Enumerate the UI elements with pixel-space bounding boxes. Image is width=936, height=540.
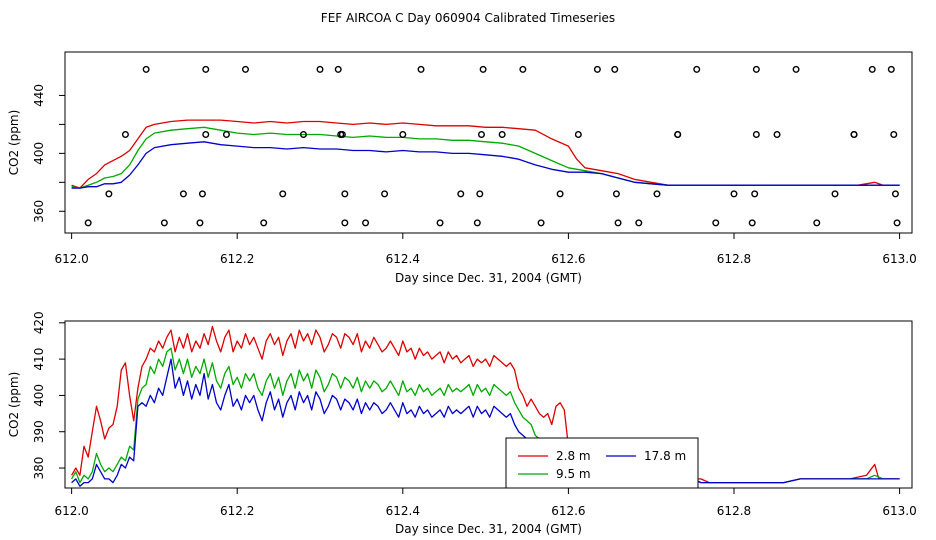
data-point	[612, 190, 620, 198]
plot-frame	[64, 51, 913, 234]
data-point	[614, 219, 622, 227]
x-tick-label: 612.0	[54, 252, 88, 266]
data-point	[831, 190, 839, 198]
data-point	[436, 219, 444, 227]
x-tick-label: 613.0	[882, 252, 916, 266]
series-line-0	[71, 119, 900, 189]
data-point	[142, 65, 150, 73]
data-point	[674, 131, 682, 139]
data-point	[334, 65, 342, 73]
y-tick-label: 420	[32, 311, 46, 334]
x-tick-label: 612.8	[717, 504, 751, 518]
x-axis-label: Day since Dec. 31, 2004 (GMT)	[395, 271, 582, 285]
data-point	[160, 219, 168, 227]
data-point	[105, 190, 113, 198]
data-point	[121, 131, 129, 139]
data-point	[222, 131, 230, 139]
data-point	[868, 65, 876, 73]
data-point	[752, 131, 760, 139]
y-tick-label: 400	[32, 384, 46, 407]
series-line-2	[71, 141, 900, 189]
data-point	[196, 219, 204, 227]
data-point	[84, 219, 92, 227]
plot-frame	[64, 320, 913, 489]
data-point	[519, 65, 527, 73]
data-point	[399, 131, 407, 139]
data-point	[479, 65, 487, 73]
data-point	[381, 190, 389, 198]
data-point	[593, 65, 601, 73]
y-tick-label: 360	[32, 200, 46, 223]
data-point	[653, 190, 661, 198]
y-axis-label: CO2 (ppm)	[7, 372, 21, 438]
data-point	[850, 131, 858, 139]
data-point	[887, 65, 895, 73]
data-point	[341, 190, 349, 198]
legend-label-1: 9.5 m	[556, 467, 591, 481]
data-point	[299, 131, 307, 139]
x-tick-label: 612.8	[717, 252, 751, 266]
data-point	[611, 65, 619, 73]
x-tick-label: 613.0	[882, 504, 916, 518]
data-point	[198, 190, 206, 198]
data-point	[338, 131, 346, 139]
x-tick-label: 612.0	[54, 504, 88, 518]
data-point	[341, 219, 349, 227]
data-point	[362, 219, 370, 227]
data-point	[473, 219, 481, 227]
data-point	[457, 190, 465, 198]
data-point	[693, 65, 701, 73]
data-point	[279, 190, 287, 198]
data-point	[574, 131, 582, 139]
legend-box	[505, 437, 699, 489]
data-point	[893, 219, 901, 227]
x-tick-label: 612.4	[386, 252, 420, 266]
data-point	[202, 131, 210, 139]
data-point	[792, 65, 800, 73]
x-tick-label: 612.6	[551, 504, 585, 518]
data-point	[498, 131, 506, 139]
data-point	[241, 65, 249, 73]
data-point	[635, 219, 643, 227]
data-point	[813, 219, 821, 227]
y-tick-label: 390	[32, 420, 46, 443]
x-tick-label: 612.6	[551, 252, 585, 266]
legend-label-2: 17.8 m	[644, 449, 686, 463]
data-point	[476, 190, 484, 198]
bottom-panel: 612.0 612.2 612.4 612.6 612.8 613.0 380 390 400 4…	[7, 311, 917, 536]
data-point	[748, 219, 756, 227]
y-tick-label: 400	[32, 142, 46, 165]
series-line-1	[71, 347, 900, 484]
data-point	[260, 219, 268, 227]
data-point	[179, 190, 187, 198]
data-point	[891, 190, 899, 198]
data-point	[477, 131, 485, 139]
data-point	[537, 219, 545, 227]
y-tick-label: 410	[32, 348, 46, 371]
x-axis-label: Day since Dec. 31, 2004 (GMT)	[395, 522, 582, 536]
data-point	[751, 190, 759, 198]
series-line-0	[71, 325, 900, 484]
y-axis-label: CO2 (ppm)	[7, 110, 21, 176]
data-point	[556, 190, 564, 198]
data-point	[773, 131, 781, 139]
data-point	[712, 219, 720, 227]
series-line-2	[71, 358, 900, 487]
data-point	[316, 65, 324, 73]
x-tick-label: 612.4	[386, 504, 420, 518]
x-tick-label: 612.2	[220, 252, 254, 266]
data-point	[890, 131, 898, 139]
page-title: FEF AIRCOA C Day 060904 Calibrated Times…	[321, 11, 615, 25]
top-panel: 612.0 612.2 612.4 612.6 612.8 613.0 360 400 440 D…	[7, 51, 917, 285]
data-point	[202, 65, 210, 73]
x-tick-label: 612.2	[220, 504, 254, 518]
legend-label-0: 2.8 m	[556, 449, 591, 463]
data-point	[417, 65, 425, 73]
data-point	[752, 65, 760, 73]
y-tick-label: 440	[32, 84, 46, 107]
y-tick-label: 380	[32, 457, 46, 480]
data-point	[730, 190, 738, 198]
